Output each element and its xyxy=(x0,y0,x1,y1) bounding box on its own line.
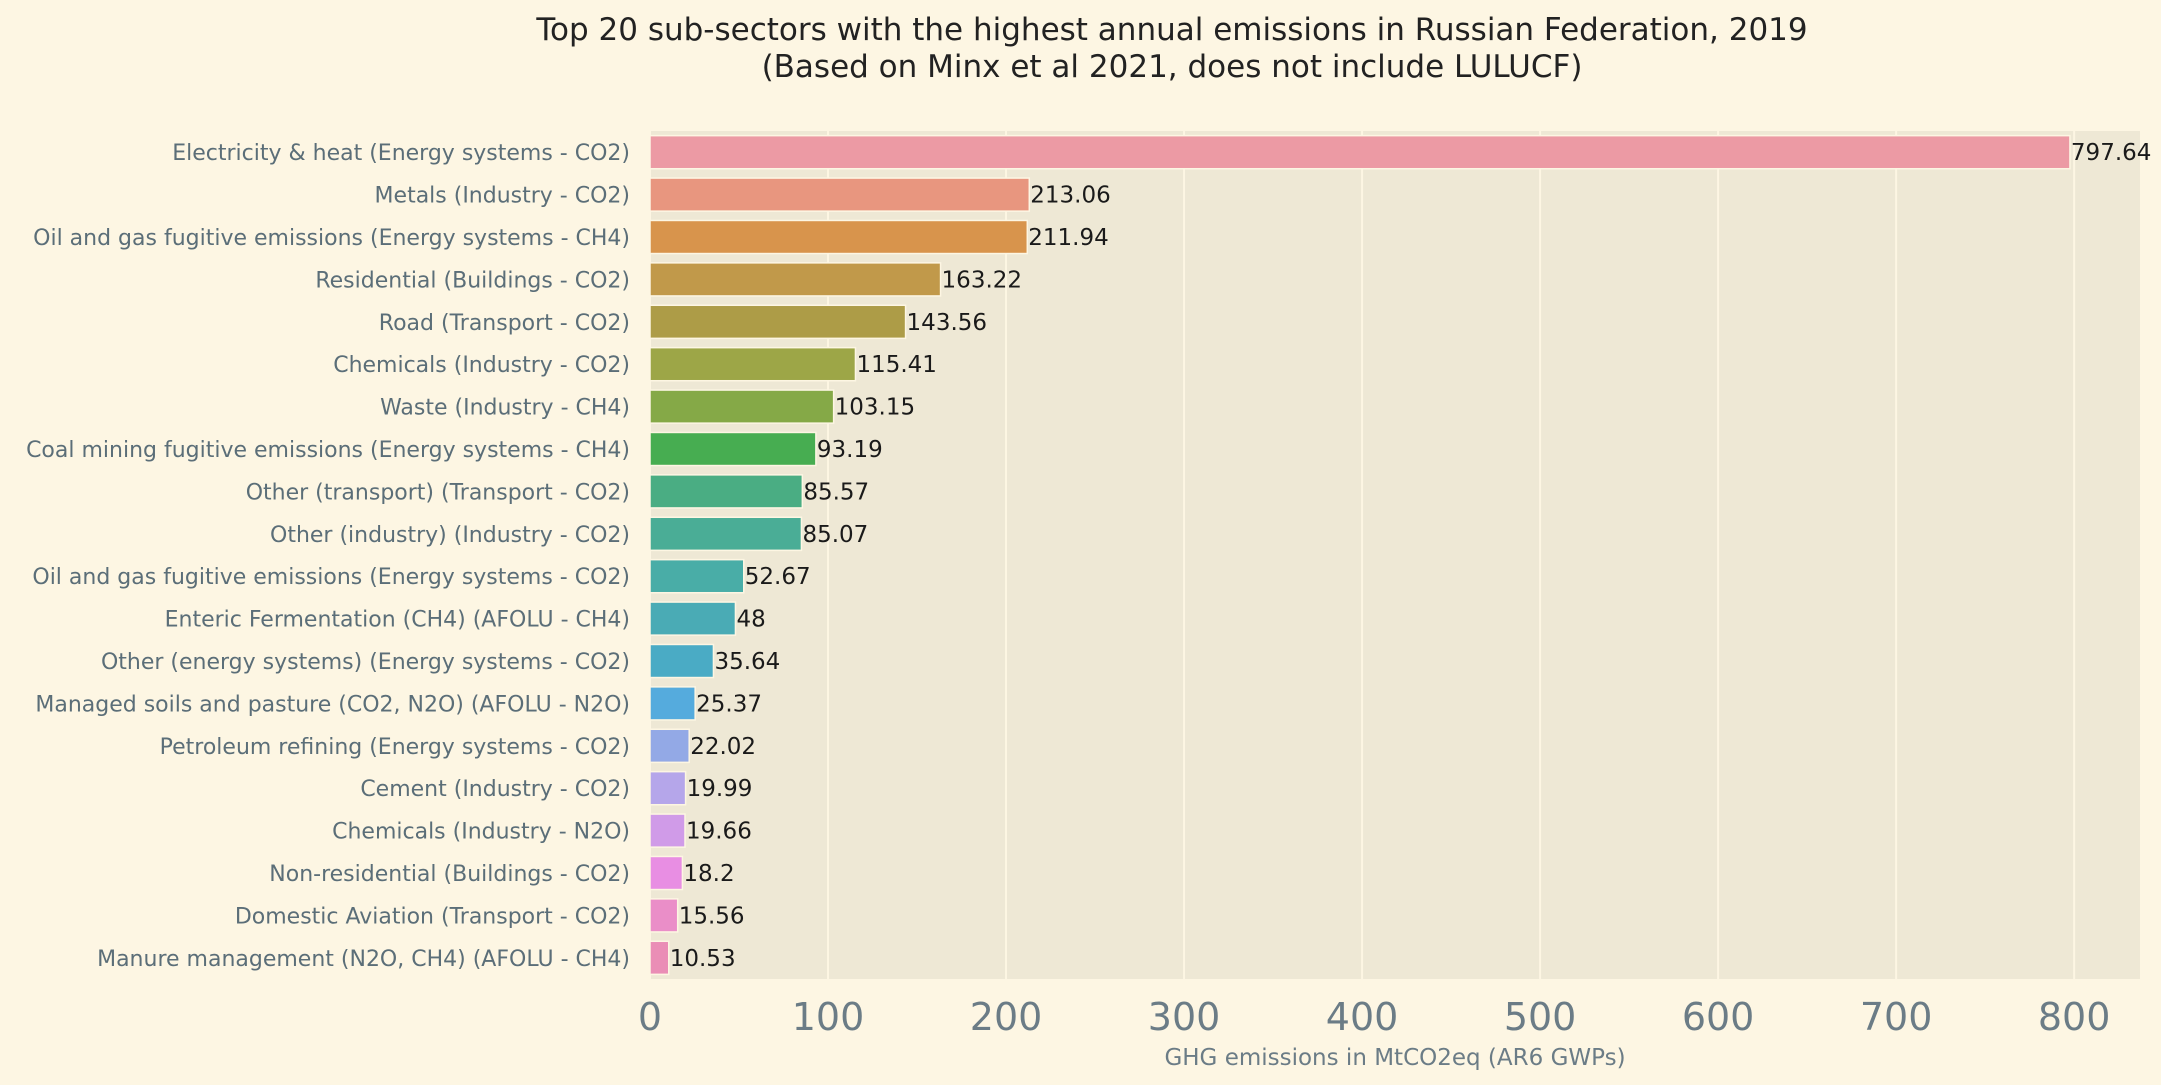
bar xyxy=(649,813,686,848)
bar xyxy=(649,304,907,340)
category-label: Enteric Fermentation (CH4) (AFOLU - CH4) xyxy=(165,608,630,633)
data-label: 163.22 xyxy=(942,267,1022,293)
bars xyxy=(649,134,2071,976)
category-label: Manure management (N2O, CH4) (AFOLU - CH… xyxy=(97,947,630,972)
bar xyxy=(649,558,745,594)
bar xyxy=(649,643,715,679)
category-label: Electricity & heat (Energy systems - CO2… xyxy=(172,141,630,166)
data-label: 85.07 xyxy=(802,522,868,548)
x-tick-label: 100 xyxy=(792,995,865,1039)
bar xyxy=(649,770,687,806)
data-label: 85.57 xyxy=(803,479,869,505)
category-label: Oil and gas fugitive emissions (Energy s… xyxy=(32,565,630,590)
x-tick-label: 700 xyxy=(1860,995,1933,1039)
data-label: 48 xyxy=(736,607,765,633)
chart-subtitle: (Based on Minx et al 2021, does not incl… xyxy=(762,49,1583,85)
data-label: 35.64 xyxy=(714,649,780,675)
category-label: Cement (Industry - CO2) xyxy=(360,777,630,802)
bar xyxy=(649,474,804,509)
x-axis-label: GHG emissions in MtCO2eq (AR6 GWPs) xyxy=(1164,1045,1625,1071)
category-label: Chemicals (Industry - CO2) xyxy=(333,353,630,378)
data-label: 15.56 xyxy=(679,903,745,929)
x-axis-ticks: 0 100 200 300 400 500 600 700 800 xyxy=(638,995,2110,1039)
category-label: Chemicals (Industry - N2O) xyxy=(332,820,630,845)
category-label: Coal mining fugitive emissions (Energy s… xyxy=(26,438,630,463)
data-label: 211.94 xyxy=(1028,225,1108,251)
x-tick-label: 200 xyxy=(970,995,1043,1039)
data-label: 103.15 xyxy=(835,395,915,421)
x-tick-label: 400 xyxy=(1326,995,1399,1039)
category-label: Residential (Buildings - CO2) xyxy=(315,268,630,293)
category-label: Domestic Aviation (Transport - CO2) xyxy=(235,904,630,929)
data-label: 213.06 xyxy=(1030,183,1110,209)
chart-title: Top 20 sub-sectors with the highest annu… xyxy=(535,12,1807,48)
category-label: Other (industry) (Industry - CO2) xyxy=(270,523,630,548)
category-label: Non-residential (Buildings - CO2) xyxy=(269,862,630,887)
category-label: Other (energy systems) (Energy systems -… xyxy=(101,650,630,675)
data-label: 22.02 xyxy=(690,734,756,760)
bar xyxy=(649,728,690,764)
bar xyxy=(649,346,857,382)
bar xyxy=(649,219,1029,255)
data-label: 18.2 xyxy=(683,861,734,887)
x-tick-label: 500 xyxy=(1504,995,1577,1039)
data-label: 19.66 xyxy=(686,819,752,845)
category-label: Managed soils and pasture (CO2, N2O) (AF… xyxy=(35,692,630,717)
bar xyxy=(649,134,2071,170)
category-label: Metals (Industry - CO2) xyxy=(375,184,630,209)
category-labels: Electricity & heat (Energy systems - CO2… xyxy=(26,141,630,972)
bar xyxy=(649,177,1031,212)
plot-area xyxy=(650,131,2140,979)
data-label: 10.53 xyxy=(670,946,736,972)
category-label: Other (transport) (Transport - CO2) xyxy=(246,480,630,505)
data-label: 93.19 xyxy=(817,437,883,463)
bar xyxy=(649,601,737,636)
category-label: Oil and gas fugitive emissions (Energy s… xyxy=(33,226,630,251)
x-tick-label: 0 xyxy=(638,995,662,1039)
data-label: 19.99 xyxy=(687,776,753,802)
data-label: 52.67 xyxy=(745,564,811,590)
x-tick-label: 600 xyxy=(1682,995,1755,1039)
bar xyxy=(649,940,670,976)
bar xyxy=(649,389,835,424)
category-label: Petroleum refining (Energy systems - CO2… xyxy=(160,735,630,760)
x-tick-label: 800 xyxy=(2038,995,2111,1039)
category-label: Road (Transport - CO2) xyxy=(379,311,630,336)
data-label: 115.41 xyxy=(856,352,936,378)
bar xyxy=(649,898,679,933)
bar xyxy=(649,516,803,552)
category-label: Waste (Industry - CH4) xyxy=(380,396,630,421)
bar xyxy=(649,431,817,467)
data-label: 797.64 xyxy=(2071,140,2151,166)
bar xyxy=(649,686,696,721)
data-label: 25.37 xyxy=(696,691,762,717)
bar xyxy=(649,262,942,297)
data-label: 143.56 xyxy=(907,310,987,336)
bar xyxy=(649,855,684,891)
x-tick-label: 300 xyxy=(1148,995,1221,1039)
